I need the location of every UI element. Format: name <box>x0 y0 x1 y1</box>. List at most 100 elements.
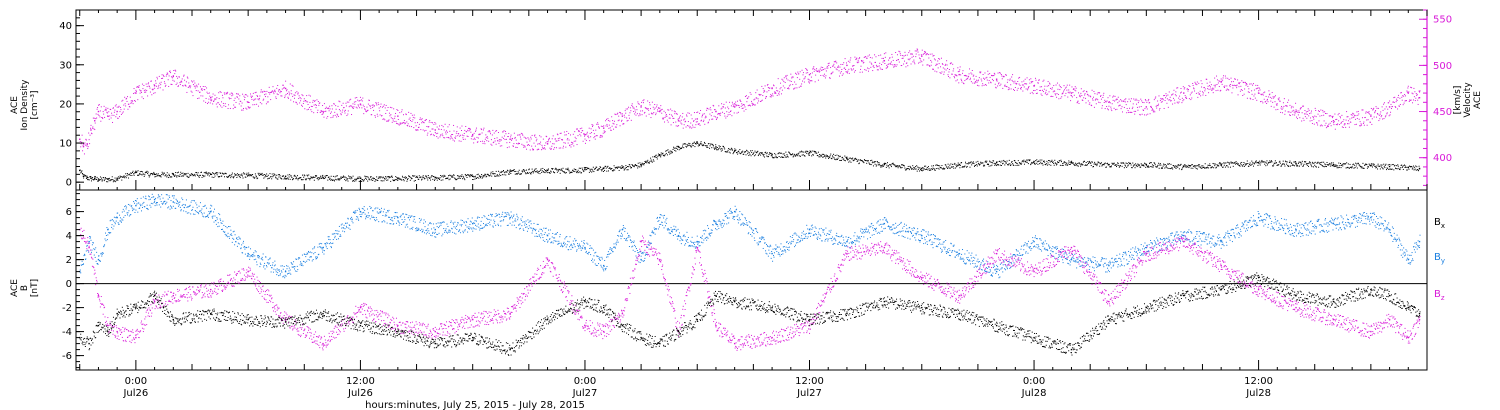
ion-density-sample <box>881 166 883 168</box>
velocity-sample <box>1234 78 1236 80</box>
velocity-sample <box>172 79 174 81</box>
ion-density-sample <box>1275 162 1277 164</box>
ion-density-sample <box>712 145 714 147</box>
ion-density-sample <box>931 169 933 171</box>
ion-density-sample <box>1261 159 1263 161</box>
velocity-sample <box>751 104 753 106</box>
velocity-sample <box>173 80 175 82</box>
ion-density-sample <box>483 174 485 176</box>
velocity-sample <box>1150 107 1152 109</box>
ion-density-sample <box>1048 160 1050 162</box>
ion-density-sample <box>939 165 941 167</box>
ion-density-sample <box>1235 161 1237 163</box>
velocity-sample <box>734 103 736 105</box>
velocity-sample <box>144 91 146 93</box>
ion-density-sample <box>423 177 425 179</box>
ion-density-sample <box>1234 161 1236 163</box>
ion-density-sample <box>152 173 154 175</box>
ion-density-sample <box>922 169 924 171</box>
ion-density-sample <box>1243 165 1245 167</box>
velocity-sample <box>173 70 175 72</box>
ion-density-sample <box>591 171 593 173</box>
ion-density-sample <box>610 168 612 170</box>
ion-density-sample <box>1035 160 1037 162</box>
velocity-sample <box>103 105 105 107</box>
velocity-sample <box>371 114 373 116</box>
velocity-sample <box>462 138 464 140</box>
velocity-sample <box>135 89 137 91</box>
ion-density-sample <box>590 168 592 170</box>
velocity-sample <box>410 120 412 122</box>
velocity-sample <box>941 71 943 73</box>
ion-density-sample <box>208 172 210 174</box>
ion-density-sample <box>1038 160 1040 162</box>
velocity-sample <box>615 126 617 128</box>
ion-density-sample <box>1247 163 1249 165</box>
ion-density-sample <box>911 168 913 170</box>
ion-density-sample <box>701 144 703 146</box>
ion-density-sample <box>1272 165 1274 167</box>
ion-density-sample <box>350 176 352 178</box>
ion-density-sample <box>1065 162 1067 164</box>
velocity-sample <box>1160 97 1162 99</box>
ion-density-sample <box>1227 161 1229 163</box>
velocity-sample <box>893 65 895 67</box>
velocity-sample <box>983 77 985 79</box>
velocity-sample <box>316 112 318 114</box>
velocity-sample <box>659 109 661 111</box>
ion-density-sample <box>552 171 554 173</box>
velocity-sample <box>1169 96 1171 98</box>
velocity-sample <box>1005 74 1007 76</box>
velocity-sample <box>353 106 355 108</box>
velocity-sample <box>740 105 742 107</box>
velocity-sample <box>812 68 814 70</box>
ion-density-sample <box>904 169 906 171</box>
ion-density-sample <box>79 169 81 171</box>
velocity-sample <box>1134 99 1136 101</box>
velocity-sample <box>189 85 191 87</box>
ion-density-sample <box>142 173 144 175</box>
velocity-sample <box>99 116 101 118</box>
ion-density-sample <box>203 172 205 174</box>
velocity-sample <box>752 103 754 105</box>
ion-density-sample <box>826 155 828 157</box>
velocity-sample <box>395 122 397 124</box>
ion-density-sample <box>773 157 775 159</box>
ion-density-sample <box>1138 165 1140 167</box>
velocity-sample <box>401 111 403 113</box>
ion-density-sample <box>357 176 359 178</box>
ion-density-sample <box>610 168 612 170</box>
ion-density-sample <box>392 180 394 182</box>
velocity-sample <box>1112 99 1114 101</box>
velocity-sample <box>884 56 886 58</box>
ion-density-sample <box>1123 167 1125 169</box>
velocity-sample <box>264 94 266 96</box>
velocity-sample <box>282 84 284 86</box>
ion-density-sample <box>767 156 769 158</box>
velocity-sample <box>1209 86 1211 88</box>
velocity-sample <box>575 138 577 140</box>
velocity-sample <box>504 139 506 141</box>
velocity-sample <box>877 69 879 71</box>
ion-density-sample <box>268 177 270 179</box>
velocity-sample <box>745 108 747 110</box>
velocity-sample <box>327 116 329 118</box>
ion-density-sample <box>1060 161 1062 163</box>
ion-density-sample <box>1331 165 1333 167</box>
velocity-sample <box>735 101 737 103</box>
ion-density-sample <box>439 177 441 179</box>
velocity-sample <box>387 107 389 109</box>
ion-density-sample <box>107 177 109 179</box>
ion-density-sample <box>113 179 115 181</box>
ion-density-sample <box>597 169 599 171</box>
ion-density-sample <box>1034 163 1036 165</box>
ion-density-sample <box>671 152 673 154</box>
ion-density-sample <box>602 167 604 169</box>
ion-density-sample <box>1147 166 1149 168</box>
ion-density-sample <box>303 176 305 178</box>
velocity-sample <box>787 87 789 89</box>
velocity-sample <box>677 125 679 127</box>
ion-density-sample <box>922 166 924 168</box>
velocity-point <box>1370 115 1372 117</box>
ion-density-sample <box>591 168 593 170</box>
